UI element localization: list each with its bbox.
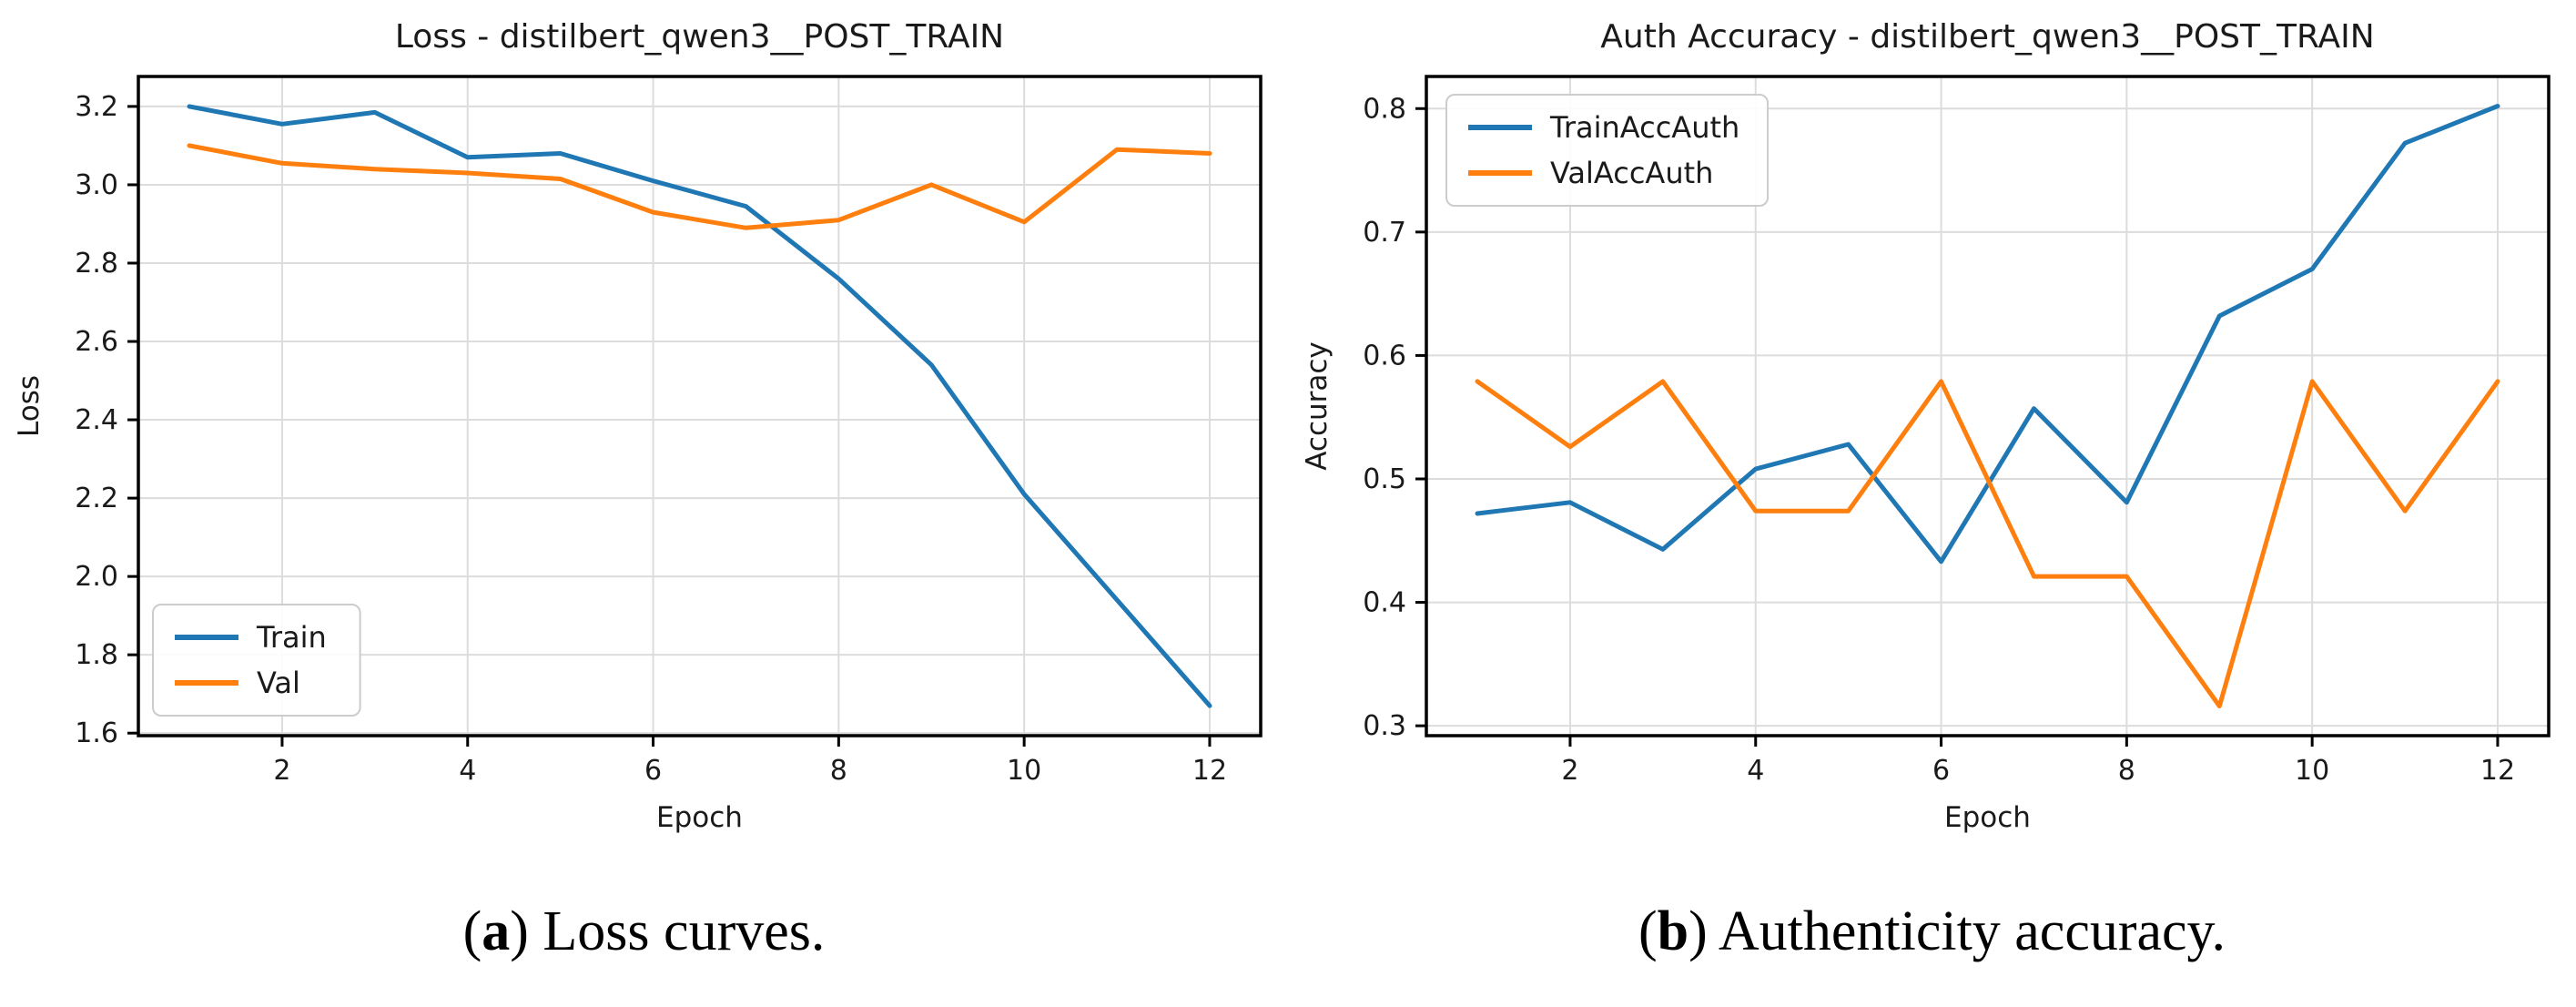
x-tick-label: 12 xyxy=(2480,755,2515,787)
chart-title: Loss - distilbert_qwen3__POST_TRAIN xyxy=(395,18,1004,56)
x-tick-label: 4 xyxy=(1747,755,1764,787)
legend-label-train: Train xyxy=(256,620,327,655)
y-tick-label: 0.6 xyxy=(1363,340,1406,371)
loss-chart: 2 4 6 8 10 12 1.6 1.8 2.0 2.2 2.4 2.6 2.8 3.0 3.2 Loss … xyxy=(0,0,1288,874)
y-tick-label: 1.6 xyxy=(75,717,118,749)
y-tick-label: 2.0 xyxy=(75,561,118,593)
x-tick-label: 8 xyxy=(2118,755,2135,787)
caption-authenticity-accuracy: (b) Authenticity accuracy. xyxy=(1288,900,2576,964)
y-tick-label: 0.4 xyxy=(1363,587,1406,619)
caption-a-text: ) Loss curves. xyxy=(510,900,826,962)
caption-a-letter: a xyxy=(482,900,511,962)
x-tick-label: 2 xyxy=(273,755,290,787)
series-line-train xyxy=(187,104,1212,708)
legend: TrainAccAuth ValAccAuth xyxy=(1445,94,1770,207)
x-tick-label: 12 xyxy=(1192,755,1227,787)
y-axis-label: Accuracy xyxy=(1301,341,1334,471)
y-tick-label: 1.8 xyxy=(75,639,118,671)
legend-label-trainaccauth: TrainAccAuth xyxy=(1549,110,1739,145)
legend-box xyxy=(152,604,361,717)
y-tick-label: 2.4 xyxy=(75,404,118,436)
y-tick-label: 0.3 xyxy=(1363,710,1406,742)
chart-background xyxy=(0,0,1288,874)
x-tick-label: 4 xyxy=(459,755,476,787)
legend-box xyxy=(1445,94,1770,207)
x-tick-label: 10 xyxy=(1007,755,1041,787)
axes-box xyxy=(1425,75,2551,737)
y-tick-label: 2.8 xyxy=(75,248,118,280)
caption-b-text: ) Authenticity accuracy. xyxy=(1689,900,2226,962)
caption-b-letter: b xyxy=(1657,900,1689,962)
tick-marks xyxy=(127,105,1212,747)
chart-title: Auth Accuracy - distilbert_qwen3__POST_T… xyxy=(1600,18,2374,56)
x-tick-label: 6 xyxy=(644,755,662,787)
series-line-val xyxy=(187,143,1212,230)
x-axis-label: Epoch xyxy=(656,801,743,834)
tick-marks xyxy=(1415,107,2500,747)
y-tick-label: 0.5 xyxy=(1363,463,1406,495)
y-tick-label: 0.7 xyxy=(1363,217,1406,249)
tick-labels: 2 4 6 8 10 12 1.6 1.8 2.0 2.2 2.4 2.6 2.8 3.0 3.2 xyxy=(75,91,1227,787)
legend-label-val: Val xyxy=(257,666,300,700)
x-tick-label: 2 xyxy=(1561,755,1578,787)
legend: Train Val xyxy=(152,604,361,717)
x-tick-label: 8 xyxy=(830,755,847,787)
caption-loss-curves: (a) Loss curves. xyxy=(0,900,1288,964)
legend-label-valaccauth: ValAccAuth xyxy=(1550,156,1713,190)
caption-b-paren-open: ( xyxy=(1638,900,1658,962)
x-tick-label: 6 xyxy=(1932,755,1950,787)
x-axis-label: Epoch xyxy=(1944,801,2031,834)
y-tick-label: 2.2 xyxy=(75,483,118,514)
series-line-valaccauth xyxy=(1475,379,2500,708)
series-line-trainaccauth xyxy=(1475,104,2500,565)
y-axis-label: Loss xyxy=(13,375,46,437)
y-tick-label: 2.6 xyxy=(75,326,118,358)
auth-accuracy-chart: 2 4 6 8 10 12 0.3 0.4 0.5 0.6 0.7 0.8 Auth Accuracy … xyxy=(1288,0,2576,874)
y-tick-label: 3.0 xyxy=(75,169,118,201)
y-tick-label: 3.2 xyxy=(75,91,118,123)
caption-a-paren-open: ( xyxy=(462,900,482,962)
x-tick-label: 10 xyxy=(2295,755,2329,787)
tick-labels: 2 4 6 8 10 12 0.3 0.4 0.5 0.6 0.7 0.8 xyxy=(1363,93,2515,787)
axes-box xyxy=(137,75,1263,737)
y-tick-label: 0.8 xyxy=(1363,93,1406,125)
